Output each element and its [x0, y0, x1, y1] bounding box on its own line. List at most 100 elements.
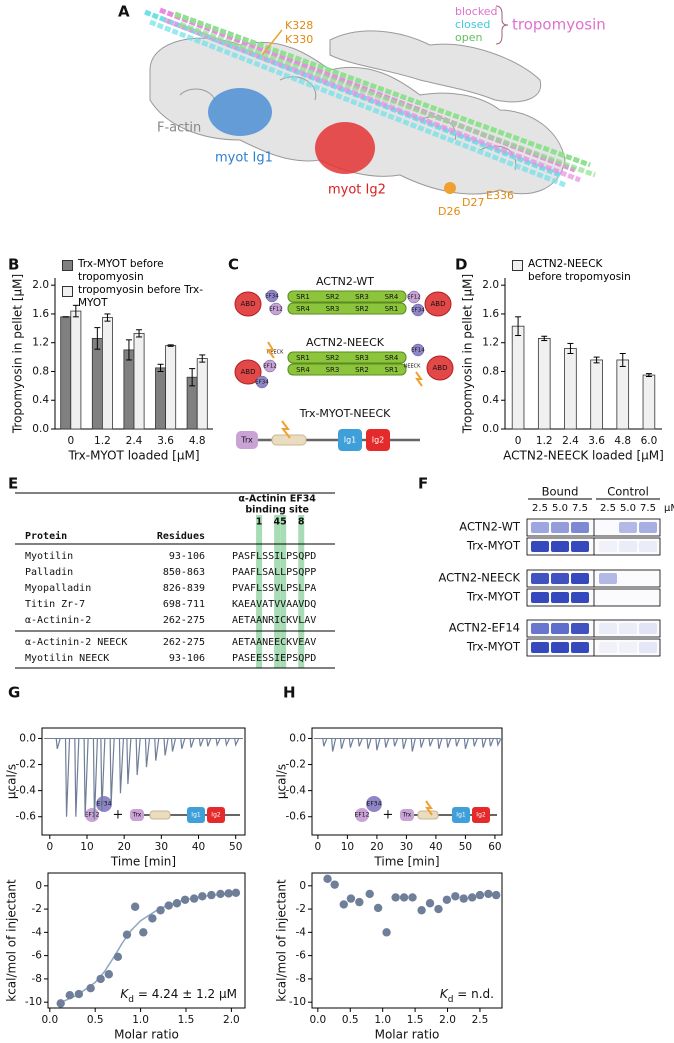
panel-letter: F	[418, 475, 428, 493]
inset-label: Trx	[132, 812, 142, 819]
injection-peak	[401, 738, 408, 750]
domain-label: Ig2	[372, 436, 385, 445]
y-tick-label: 0.4	[32, 394, 49, 406]
x-tick-label: 0	[315, 841, 322, 853]
data-point	[355, 897, 364, 907]
domain-label: Ig1	[344, 436, 357, 445]
pointer	[261, 29, 283, 56]
row-label: ACTN2-NEECK	[439, 571, 521, 585]
data-point	[86, 984, 95, 993]
abd-domain	[426, 355, 454, 381]
domain-label: EF14	[411, 348, 425, 354]
binding-site-column	[280, 515, 287, 668]
bar	[155, 367, 167, 430]
domain-label: SR1	[296, 354, 310, 362]
x-tick-label: 4.8	[189, 435, 206, 447]
label: myot Ig2	[328, 183, 386, 198]
inset-label: EF34	[97, 801, 112, 808]
gel-band	[639, 522, 657, 533]
bar	[196, 358, 208, 430]
injection-peak	[393, 738, 399, 747]
domain-label: SR4	[385, 354, 399, 362]
bar	[590, 359, 603, 430]
error-bar	[645, 373, 652, 378]
cell-protein: Titin Zr-7	[25, 599, 85, 610]
inset-label: EF12	[85, 812, 100, 819]
plot-frame	[41, 727, 246, 836]
cell-sequence: PAAFLSALLPSQPP	[232, 567, 316, 578]
label: myot Ig1	[215, 151, 273, 166]
label: K328	[285, 19, 313, 32]
gel-band	[531, 642, 549, 653]
bar	[511, 325, 525, 430]
y-tick-label: 0	[299, 880, 306, 892]
gel-band	[551, 573, 569, 584]
data-point	[164, 901, 173, 910]
binding-site-column	[274, 515, 281, 668]
injection-peak	[215, 738, 221, 748]
row-label: ACTN2-WT	[459, 520, 521, 534]
error-bar	[157, 363, 164, 372]
gel-band	[531, 592, 549, 603]
x-tick-label: 1.5	[178, 1014, 195, 1026]
x-tick-label: 0	[515, 435, 522, 447]
gel-band	[531, 573, 549, 584]
concentration-label: 5.0	[552, 503, 568, 514]
bar	[91, 337, 103, 430]
concentration-label: 7.5	[640, 503, 656, 514]
ig1-domain	[338, 429, 362, 451]
injection-peak	[206, 738, 212, 747]
x-axis-label: Molar ratio	[375, 1028, 440, 1042]
trx-domain	[236, 431, 258, 449]
concentration-label: 2.5	[532, 503, 548, 514]
binding-site-column	[298, 515, 305, 668]
domain-label: SR2	[326, 293, 340, 301]
data-point	[339, 900, 348, 909]
x-tick-label: 0.0	[309, 1014, 326, 1026]
gel-band	[639, 541, 657, 552]
x-tick-label: 30	[155, 841, 168, 853]
y-tick-label: 0	[35, 880, 42, 892]
cell-residues: 262-275	[163, 615, 205, 626]
data-point	[373, 903, 383, 913]
y-tick-label: -0.4	[286, 785, 307, 797]
injection-peak	[64, 738, 71, 817]
domain	[411, 343, 425, 357]
column-header: Residues	[157, 530, 205, 542]
bar	[133, 332, 145, 430]
plot-frame	[311, 727, 503, 836]
gel-band	[639, 623, 657, 634]
domain-label: NEECK	[404, 364, 422, 370]
data-point	[484, 889, 493, 899]
cell-sequence: AETAANRICKVLAV	[232, 615, 316, 626]
plot-frame	[47, 872, 246, 1009]
error-bar	[136, 329, 143, 338]
unit-label: µM	[664, 503, 674, 514]
spectrin-rod	[287, 302, 407, 315]
x-tick-label: 0	[67, 435, 74, 447]
x-tick-label: 1.2	[536, 435, 553, 447]
y-tick-label: 2.0	[482, 279, 499, 291]
y-tick-label: -10	[289, 996, 306, 1008]
cell-residues: 826-839	[163, 583, 205, 594]
domain-label: SR3	[326, 305, 340, 313]
x-tick-label: 4.8	[614, 435, 631, 447]
data-point	[442, 895, 452, 904]
error-bar	[593, 356, 600, 364]
bar	[537, 337, 551, 430]
injection-peak	[331, 738, 337, 752]
y-tick-label: 0.4	[482, 394, 499, 406]
y-axis-label: Tropomyosin in pellet [µM]	[11, 274, 25, 434]
gel-band	[551, 541, 569, 552]
data-point	[148, 914, 157, 923]
x-axis-label: ACTN2-NEECK loaded [µM]	[503, 449, 664, 463]
domain	[265, 289, 279, 303]
y-tick-label: -2	[296, 903, 306, 915]
y-tick-label: 1.2	[482, 337, 499, 349]
gel-band	[551, 522, 569, 533]
domain-label: NEECK	[267, 350, 285, 356]
gel-band	[639, 642, 657, 653]
injection-peak	[419, 738, 425, 748]
concentration-label: 2.5	[600, 503, 616, 514]
